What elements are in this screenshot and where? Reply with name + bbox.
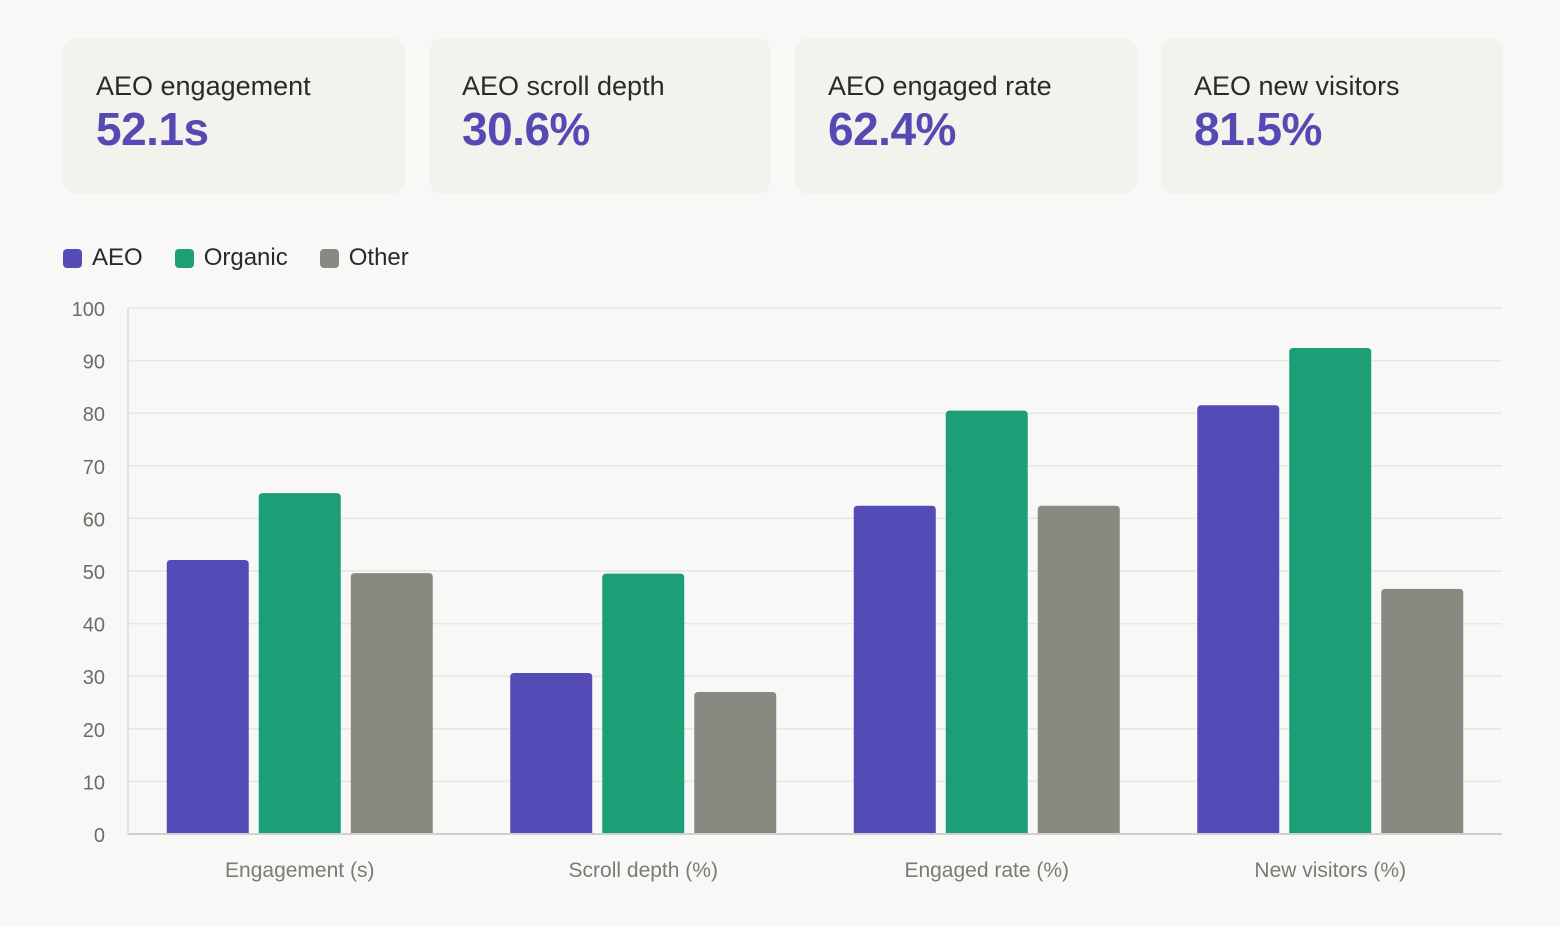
- kpi-card-engaged-rate: AEO engaged rate 62.4%: [795, 38, 1137, 194]
- legend-swatch-other: [319, 248, 339, 268]
- legend-swatch-aeo: [63, 248, 82, 268]
- y-tick-label: 50: [83, 562, 105, 584]
- bar-other: [350, 573, 433, 834]
- kpi-label: AEO new visitors: [1194, 71, 1400, 101]
- bar-other: [1037, 505, 1120, 834]
- kpi-value: 62.4%: [828, 103, 956, 155]
- y-tick-label: 100: [72, 299, 105, 321]
- kpi-value: 52.1s: [96, 103, 209, 155]
- legend-item-aeo[interactable]: AEO: [63, 244, 143, 272]
- bar-organic: [945, 410, 1028, 834]
- y-tick-label: 90: [83, 352, 105, 374]
- y-tick-label: 40: [83, 615, 105, 637]
- x-tick-label: Engagement (s): [225, 859, 374, 882]
- kpi-label: AEO engaged rate: [828, 71, 1052, 101]
- y-tick-label: 0: [94, 825, 105, 847]
- y-tick-label: 60: [83, 509, 105, 531]
- kpi-label: AEO engagement: [96, 71, 311, 101]
- kpi-card-engagement: AEO engagement 52.1s: [63, 38, 405, 194]
- kpi-value: 81.5%: [1194, 103, 1322, 155]
- legend-label: AEO: [92, 244, 143, 271]
- legend-swatch-organic: [174, 248, 194, 268]
- kpi-card-scroll-depth: AEO scroll depth 30.6%: [429, 38, 771, 194]
- bar-aeo: [853, 505, 936, 834]
- bar-aeo: [166, 559, 249, 834]
- bar-other: [1381, 588, 1464, 834]
- y-tick-label: 20: [83, 720, 105, 742]
- bar-organic: [1289, 347, 1372, 834]
- y-tick-label: 10: [83, 772, 105, 794]
- kpi-label: AEO scroll depth: [462, 71, 665, 101]
- x-tick-label: Engaged rate (%): [904, 859, 1069, 882]
- x-tick-label: Scroll depth (%): [569, 859, 718, 882]
- y-tick-label: 70: [83, 457, 105, 479]
- y-tick-label: 80: [83, 404, 105, 426]
- bar-aeo: [1197, 405, 1280, 834]
- chart-legend: AEO Organic Other: [63, 244, 441, 272]
- y-tick-label: 30: [83, 667, 105, 689]
- legend-item-organic[interactable]: Organic: [174, 244, 288, 272]
- bar-aeo: [510, 673, 593, 834]
- legend-item-other[interactable]: Other: [319, 244, 409, 272]
- bar-other: [694, 691, 777, 834]
- kpi-value: 30.6%: [462, 103, 590, 155]
- kpi-card-new-visitors: AEO new visitors 81.5%: [1161, 38, 1503, 194]
- bar-organic: [258, 493, 341, 834]
- legend-label: Organic: [203, 244, 288, 271]
- bar-organic: [602, 573, 685, 834]
- x-tick-label: New visitors (%): [1254, 859, 1406, 882]
- legend-label: Other: [348, 244, 409, 271]
